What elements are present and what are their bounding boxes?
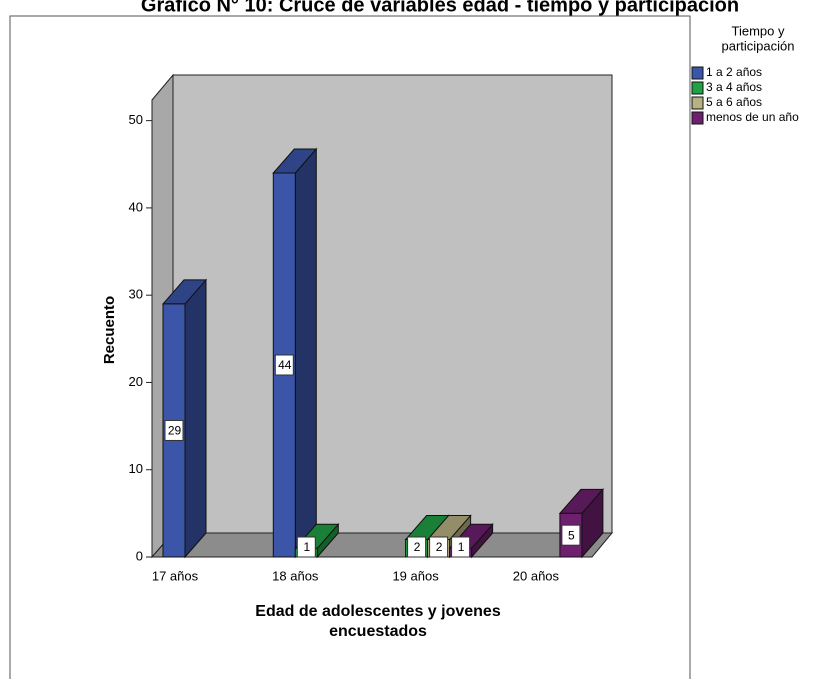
legend-swatch: [691, 66, 704, 80]
legend-label: 3 a 4 años: [706, 80, 762, 94]
y-tick-label: 20: [129, 374, 143, 389]
x-tick-label: 17 años: [152, 568, 199, 583]
value-label: 1: [458, 540, 465, 554]
legend-title: participación: [722, 38, 795, 53]
y-tick-label: 50: [129, 112, 143, 127]
legend-swatch: [691, 81, 704, 95]
value-label: 2: [414, 540, 421, 554]
x-axis-title: Edad de adolescentes y jovenes: [255, 603, 501, 620]
legend-swatch: [691, 96, 704, 110]
x-tick-label: 18 años: [272, 568, 319, 583]
bar-side: [184, 278, 207, 559]
legend-label: 1 a 2 años: [706, 65, 762, 79]
value-label-box: [296, 536, 316, 558]
value-label: 2: [436, 540, 443, 554]
legend-title: Tiempo y: [732, 23, 785, 38]
value-label-box: [274, 354, 294, 376]
value-label-box: [407, 536, 427, 558]
bar-side: [294, 147, 317, 559]
value-label-box: [164, 419, 184, 441]
value-label: 5: [568, 528, 575, 542]
y-axis-title: Recuento: [101, 296, 118, 364]
value-label-box: [561, 524, 581, 546]
x-tick-label: 20 años: [513, 568, 560, 583]
chart-title: Gráfico N° 10: Cruce de variables edad -…: [141, 0, 739, 16]
value-label-box: [429, 536, 449, 558]
floor: [150, 532, 614, 558]
value-label: 1: [303, 540, 310, 554]
y-tick-label: 0: [136, 548, 143, 563]
legend-label: 5 a 6 años: [706, 95, 762, 109]
value-label: 44: [278, 358, 292, 372]
back-wall: [172, 74, 613, 534]
legend-label: menos de un año: [706, 110, 799, 124]
value-label-box: [451, 536, 471, 558]
legend-swatch: [691, 111, 704, 125]
x-tick-label: 19 años: [392, 568, 439, 583]
value-label: 29: [168, 424, 182, 438]
y-tick-label: 10: [129, 461, 143, 476]
y-tick-label: 30: [129, 287, 143, 302]
y-tick-label: 40: [129, 199, 143, 214]
x-axis-title: encuestados: [329, 623, 427, 640]
